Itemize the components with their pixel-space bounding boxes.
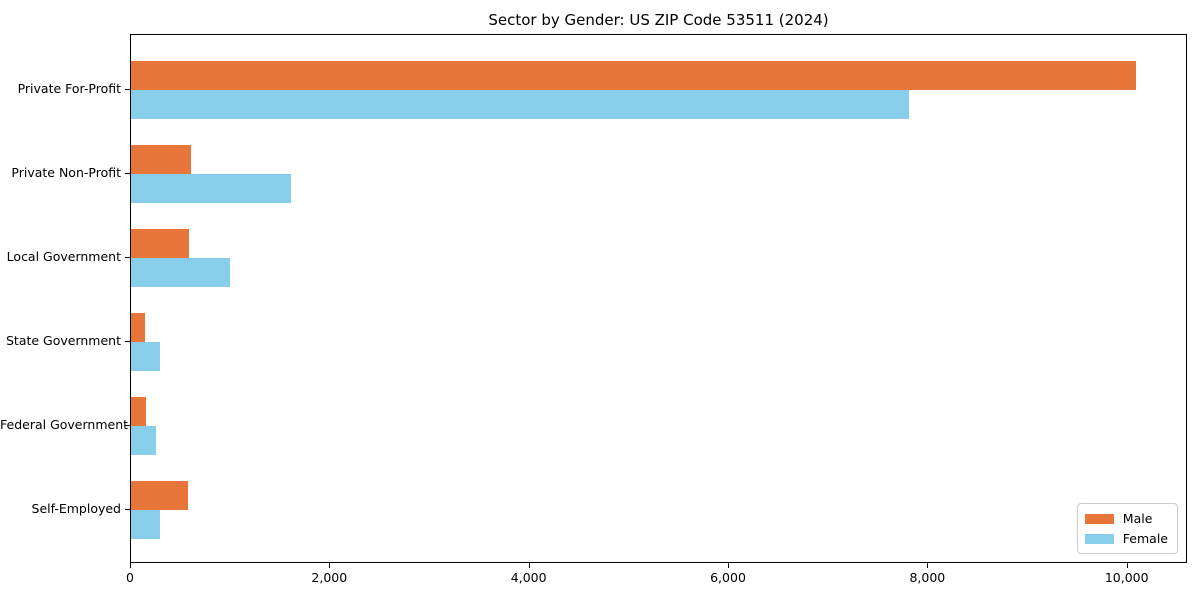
bar-male-4 (131, 396, 147, 426)
bar-female-5 (131, 509, 160, 539)
y-tick-mark-0 (125, 88, 130, 90)
y-axis-label-4: Federal Government (0, 416, 129, 432)
x-axis-tick-label-1: 2,000 (311, 570, 348, 585)
x-axis-tick-label-5: 10,000 (1104, 570, 1149, 585)
x-tick-mark-4 (927, 563, 929, 568)
legend-item-female: Female (1084, 531, 1168, 546)
x-axis-tick-label-0: 0 (126, 570, 134, 585)
x-tick-mark-5 (1126, 563, 1128, 568)
legend-label-male: Male (1122, 511, 1153, 526)
x-tick-mark-2 (528, 563, 530, 568)
legend-swatch-female (1084, 533, 1114, 544)
bar-female-3 (131, 341, 161, 371)
x-tick-mark-3 (728, 563, 730, 568)
bar-male-2 (131, 228, 189, 258)
y-tick-mark-5 (125, 508, 130, 510)
bar-female-2 (131, 257, 231, 287)
legend-label-female: Female (1122, 531, 1168, 546)
y-tick-mark-1 (125, 172, 130, 174)
x-axis-tick-label-3: 6,000 (710, 570, 746, 585)
y-axis-label-1: Private Non-Profit (11, 164, 121, 180)
y-tick-mark-3 (125, 340, 130, 342)
y-tick-mark-4 (125, 424, 130, 426)
bar-female-1 (131, 173, 292, 203)
y-axis-label-3: State Government (5, 332, 121, 348)
bar-male-1 (131, 144, 191, 174)
plot-area: Male Female (130, 34, 1187, 563)
chart-title: Sector by Gender: US ZIP Code 53511 (202… (488, 11, 829, 29)
y-axis-label-5: Self-Employed (31, 500, 121, 516)
y-tick-mark-2 (125, 256, 130, 258)
y-axis-label-0: Private For-Profit (17, 80, 121, 96)
bar-female-0 (131, 89, 909, 119)
x-tick-mark-0 (130, 563, 131, 568)
bar-male-0 (131, 60, 1136, 90)
legend-swatch-male (1084, 513, 1114, 524)
bar-female-4 (131, 425, 156, 455)
x-tick-mark-1 (329, 563, 331, 568)
x-axis-tick-label-4: 8,000 (909, 570, 946, 585)
legend: Male Female (1076, 503, 1178, 554)
legend-item-male: Male (1084, 511, 1168, 526)
bar-male-3 (131, 312, 146, 342)
y-axis-label-2: Local Government (6, 248, 121, 264)
x-axis-tick-label-2: 4,000 (510, 570, 547, 585)
bar-male-5 (131, 480, 188, 510)
